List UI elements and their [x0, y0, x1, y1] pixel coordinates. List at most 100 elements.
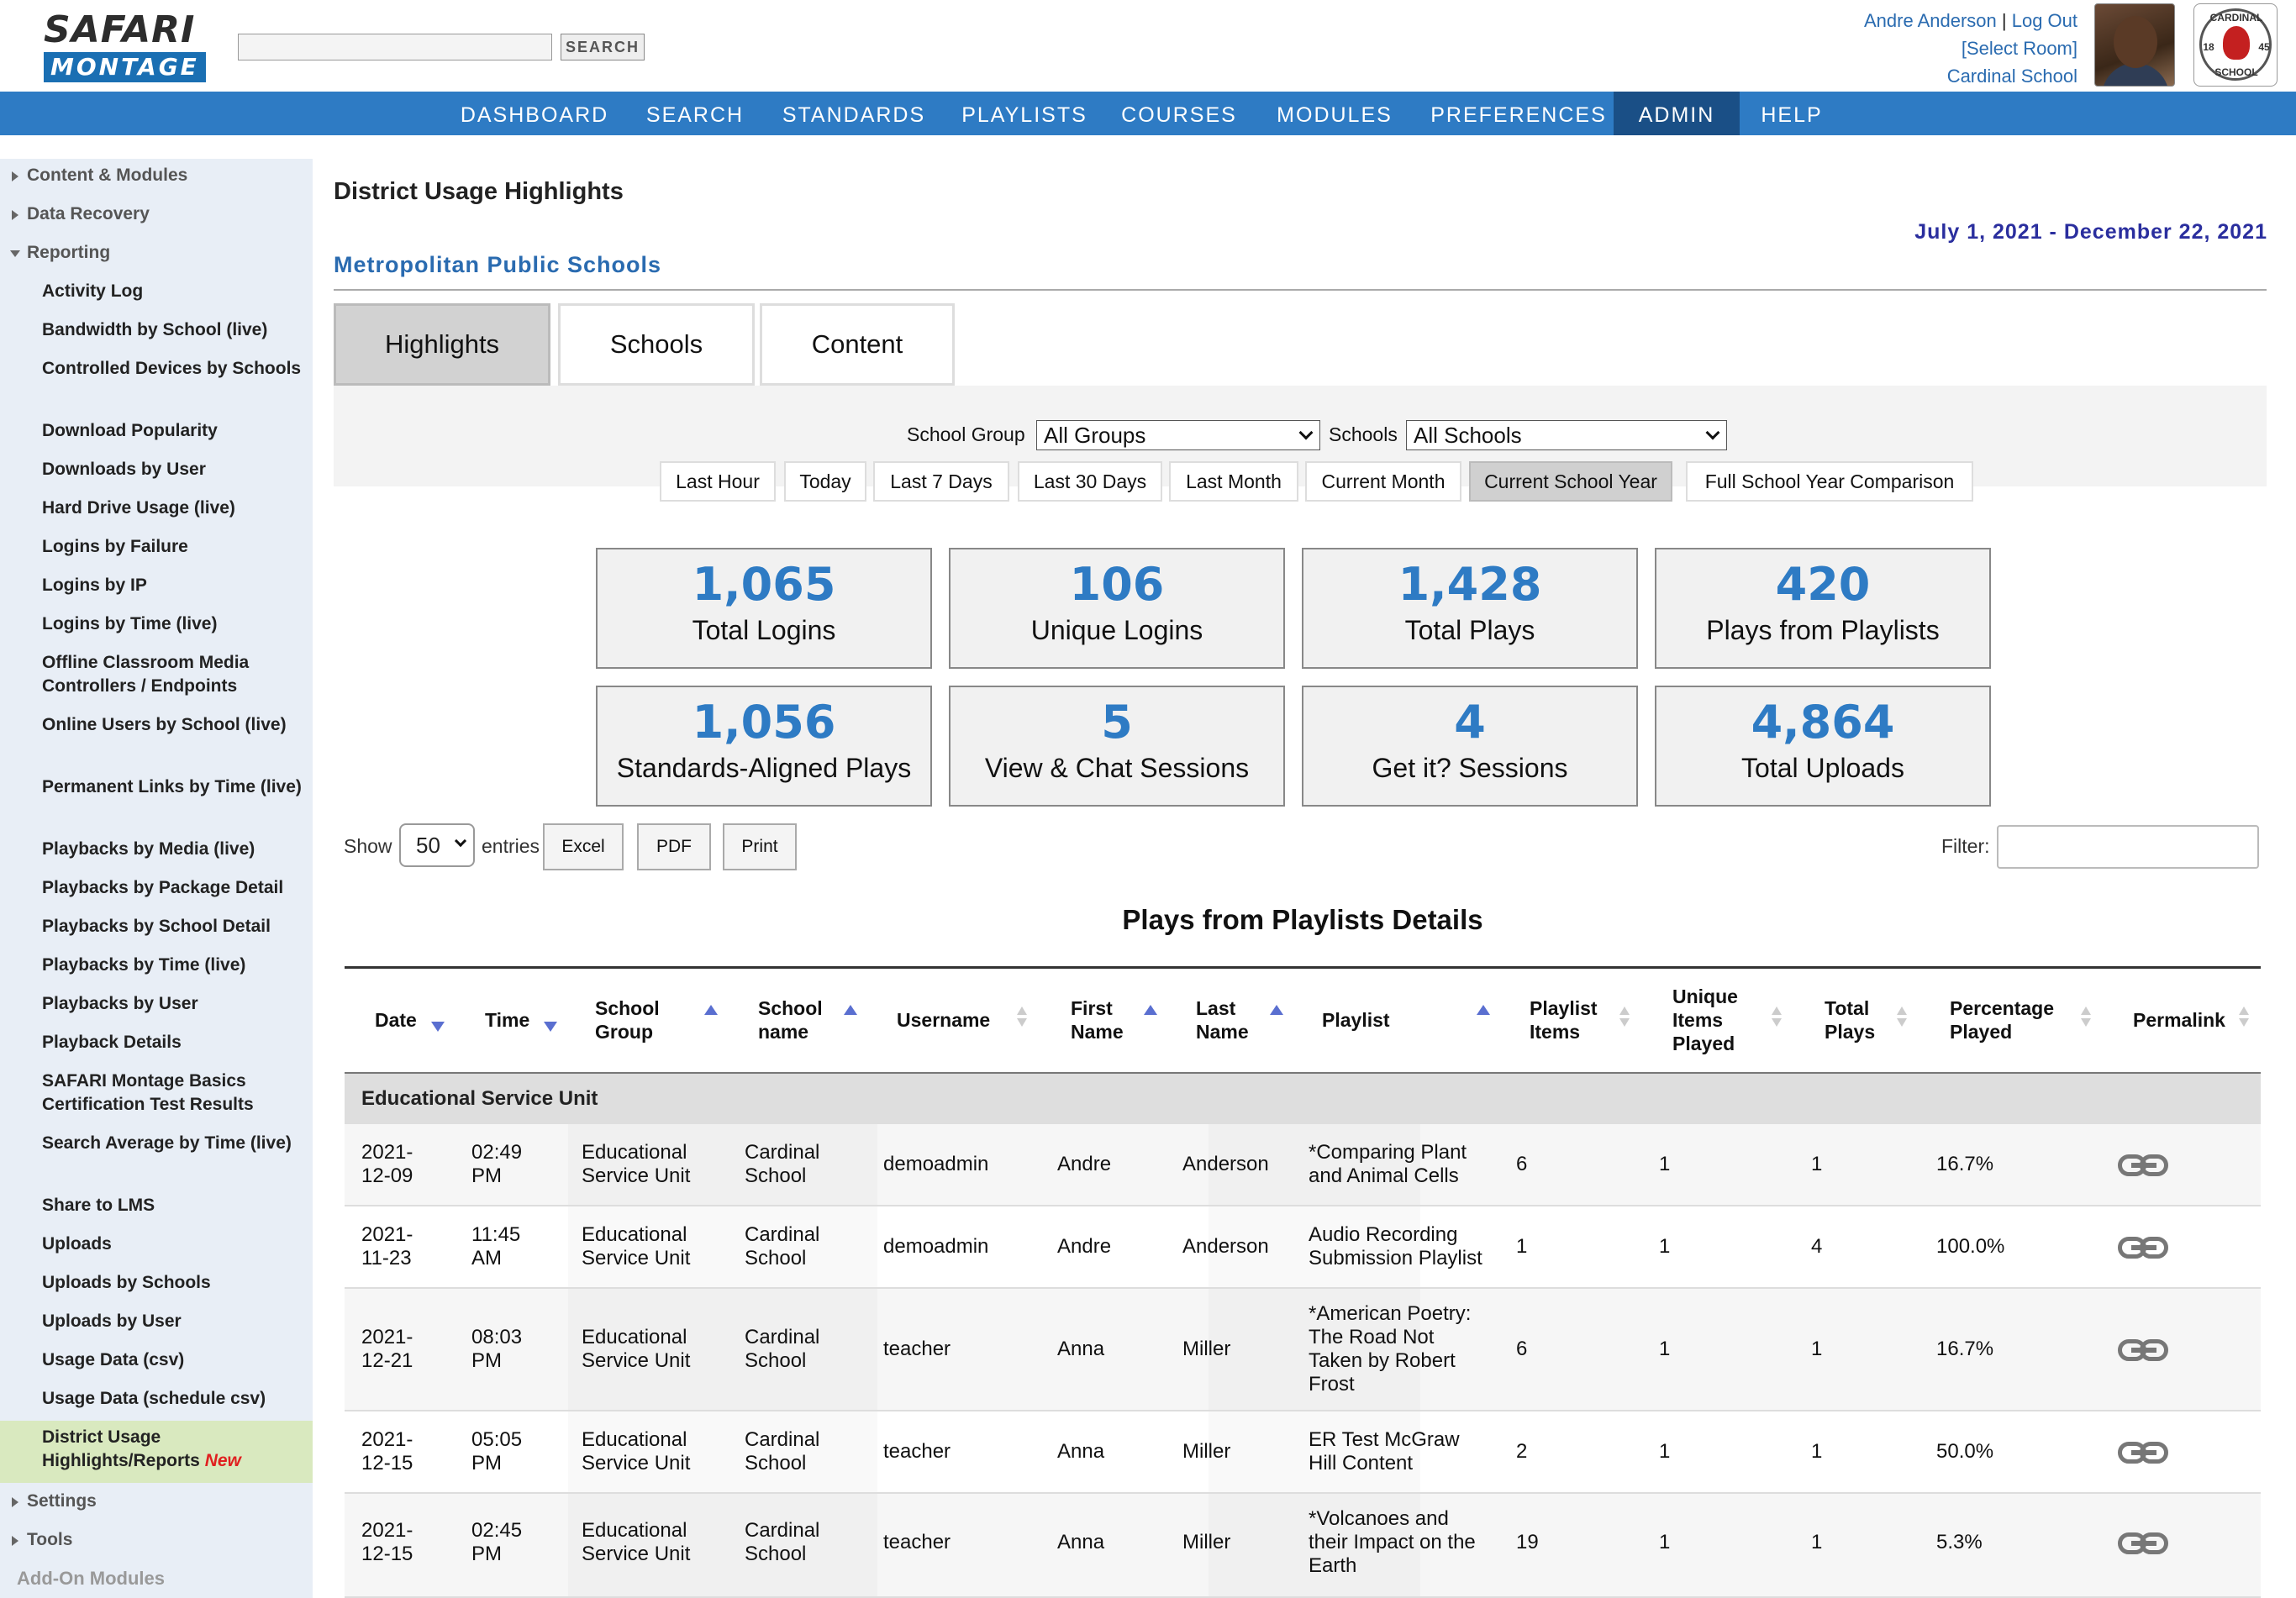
permalink-icon[interactable]	[2118, 1339, 2170, 1361]
cell-playlist[interactable]: *Comparing Plant and Animal Cells	[1309, 1141, 1467, 1187]
sort-both-icon[interactable]	[2081, 1007, 2091, 1030]
sort-asc-icon[interactable]	[704, 1005, 718, 1015]
sort-asc-icon[interactable]	[1144, 1005, 1157, 1015]
sidebar-item-download-popularity[interactable]: Download Popularity	[42, 421, 218, 440]
sidebar-item-share-to-lms[interactable]: Share to LMS	[42, 1196, 155, 1215]
sort-asc-icon[interactable]	[844, 1005, 857, 1015]
sidebar-item-bandwidth-by-school[interactable]: Bandwidth by School (live)	[42, 320, 268, 339]
sidebar-item-logins-by-ip[interactable]: Logins by IP	[42, 576, 147, 595]
sidebar-item-playback-details[interactable]: Playback Details	[42, 1033, 182, 1052]
tab-content[interactable]: Content	[760, 303, 955, 386]
sidebar-item-search-average[interactable]: Search Average by Time (live)	[42, 1133, 292, 1153]
col-header-percentage-played[interactable]: Percentage Played	[1950, 997, 2055, 1043]
entries-select[interactable]: 50	[399, 823, 475, 867]
sort-both-icon[interactable]	[1897, 1007, 1907, 1030]
col-header-playlist-items[interactable]: Playlist Items	[1530, 997, 1598, 1043]
col-header-total-plays[interactable]: Total Plays	[1825, 997, 1876, 1043]
excel-export-button[interactable]: Excel	[543, 823, 624, 870]
sidebar-item-certification-results[interactable]: SAFARI Montage Basics Certification Test…	[42, 1071, 254, 1114]
sidebar-section-tools[interactable]: Tools	[0, 1528, 313, 1552]
cell-playlist[interactable]: Audio Recording Submission Playlist	[1309, 1223, 1482, 1269]
school-link[interactable]: Cardinal School	[1946, 66, 2077, 87]
nav-dashboard[interactable]: DASHBOARD	[460, 103, 609, 127]
sidebar-item-online-users[interactable]: Online Users by School (live)	[42, 715, 287, 734]
sidebar-item-hard-drive-usage[interactable]: Hard Drive Usage (live)	[42, 498, 235, 518]
safari-montage-logo[interactable]: SAFARI MONTAGE	[44, 12, 206, 82]
permalink-icon[interactable]	[2118, 1154, 2170, 1176]
logout-link[interactable]: Log Out	[2011, 10, 2077, 31]
select-room-link[interactable]: [Select Room]	[1961, 38, 2077, 59]
stat-total-logins[interactable]: 1,065 Total Logins	[596, 548, 932, 669]
filter-input[interactable]	[1997, 825, 2259, 869]
permalink-icon[interactable]	[2118, 1237, 2170, 1259]
range-current-school-year[interactable]: Current School Year	[1469, 461, 1672, 502]
sort-desc-icon[interactable]	[544, 1022, 557, 1032]
cell-playlist[interactable]: *American Poetry: The Road Not Taken by …	[1309, 1302, 1472, 1396]
sidebar-section-settings[interactable]: Settings	[0, 1490, 313, 1513]
stat-total-plays[interactable]: 1,428 Total Plays	[1302, 548, 1638, 669]
col-header-school-name[interactable]: School name	[758, 997, 823, 1043]
sort-both-icon[interactable]	[1619, 1007, 1630, 1030]
user-name-link[interactable]: Andre Anderson	[1863, 10, 1997, 31]
col-header-first-name[interactable]: First Name	[1071, 997, 1124, 1043]
sidebar-section-reporting[interactable]: Reporting	[0, 241, 313, 265]
range-last-30-days[interactable]: Last 30 Days	[1018, 461, 1162, 502]
nav-modules[interactable]: MODULES	[1277, 103, 1393, 127]
sidebar-item-downloads-by-user[interactable]: Downloads by User	[42, 460, 206, 479]
range-full-school-year[interactable]: Full School Year Comparison	[1686, 461, 1973, 502]
sidebar-item-uploads-by-schools[interactable]: Uploads by Schools	[42, 1273, 211, 1292]
stat-total-uploads[interactable]: 4,864 Total Uploads	[1655, 686, 1991, 807]
sidebar-item-uploads[interactable]: Uploads	[42, 1234, 112, 1254]
stat-plays-from-playlists[interactable]: 420 Plays from Playlists	[1655, 548, 1991, 669]
stat-standards-aligned-plays[interactable]: 1,056 Standards-Aligned Plays	[596, 686, 932, 807]
sidebar-section-content-modules[interactable]: Content & Modules	[0, 164, 313, 187]
nav-courses[interactable]: COURSES	[1121, 103, 1237, 127]
sort-asc-icon[interactable]	[1270, 1005, 1283, 1015]
tab-schools[interactable]: Schools	[558, 303, 755, 386]
nav-standards[interactable]: STANDARDS	[782, 103, 926, 127]
cell-playlist[interactable]: ER Test McGraw Hill Content	[1309, 1428, 1460, 1474]
nav-preferences[interactable]: PREFERENCES	[1430, 103, 1607, 127]
nav-admin[interactable]: ADMIN	[1614, 92, 1740, 135]
col-header-playlist[interactable]: Playlist	[1322, 1009, 1390, 1031]
range-last-hour[interactable]: Last Hour	[660, 461, 776, 502]
stat-unique-logins[interactable]: 106 Unique Logins	[949, 548, 1285, 669]
sidebar-item-usage-data-csv[interactable]: Usage Data (csv)	[42, 1350, 185, 1369]
sort-both-icon[interactable]	[2239, 1007, 2249, 1030]
sidebar-item-controlled-devices[interactable]: Controlled Devices by Schools	[42, 359, 302, 378]
sidebar-item-district-usage[interactable]: District Usage Highlights/Reports New	[0, 1421, 313, 1483]
sort-asc-icon[interactable]	[1477, 1005, 1490, 1015]
permalink-icon[interactable]	[2118, 1532, 2170, 1554]
sidebar-item-offline-classroom[interactable]: Offline Classroom Media Controllers / En…	[42, 653, 250, 696]
col-header-time[interactable]: Time	[485, 1009, 530, 1031]
range-last-7-days[interactable]: Last 7 Days	[873, 461, 1009, 502]
col-header-unique-items-played[interactable]: Unique Items Played	[1672, 986, 1738, 1054]
sidebar-section-data-recovery[interactable]: Data Recovery	[0, 202, 313, 226]
col-header-school-group[interactable]: School Group	[595, 997, 660, 1043]
sidebar-item-usage-data-schedule[interactable]: Usage Data (schedule csv)	[42, 1389, 266, 1408]
global-search-input[interactable]	[238, 34, 552, 60]
sidebar-section-addon-modules[interactable]: Add-On Modules	[17, 1568, 165, 1589]
sort-desc-icon[interactable]	[431, 1022, 445, 1032]
schools-select[interactable]: All Schools	[1406, 420, 1727, 450]
print-button[interactable]: Print	[723, 823, 797, 870]
global-search-button[interactable]: SEARCH	[561, 34, 645, 60]
sidebar-item-logins-by-failure[interactable]: Logins by Failure	[42, 537, 188, 556]
sidebar-item-uploads-by-user[interactable]: Uploads by User	[42, 1312, 182, 1331]
sidebar-item-playbacks-by-user[interactable]: Playbacks by User	[42, 994, 198, 1013]
sidebar-item-activity-log[interactable]: Activity Log	[42, 281, 144, 301]
range-last-month[interactable]: Last Month	[1169, 461, 1298, 502]
tab-highlights[interactable]: Highlights	[334, 303, 550, 386]
col-header-last-name[interactable]: Last Name	[1196, 997, 1249, 1043]
permalink-icon[interactable]	[2118, 1442, 2170, 1464]
sidebar-item-playbacks-by-time[interactable]: Playbacks by Time (live)	[42, 955, 246, 975]
sidebar-item-playbacks-by-media[interactable]: Playbacks by Media (live)	[42, 839, 255, 859]
stat-view-chat-sessions[interactable]: 5 View & Chat Sessions	[949, 686, 1285, 807]
range-current-month[interactable]: Current Month	[1305, 461, 1461, 502]
sort-both-icon[interactable]	[1017, 1007, 1027, 1030]
nav-help[interactable]: HELP	[1761, 103, 1823, 127]
pdf-export-button[interactable]: PDF	[637, 823, 711, 870]
stat-get-it-sessions[interactable]: 4 Get it? Sessions	[1302, 686, 1638, 807]
sidebar-item-playbacks-by-school[interactable]: Playbacks by School Detail	[42, 917, 271, 936]
sort-both-icon[interactable]	[1772, 1007, 1782, 1030]
